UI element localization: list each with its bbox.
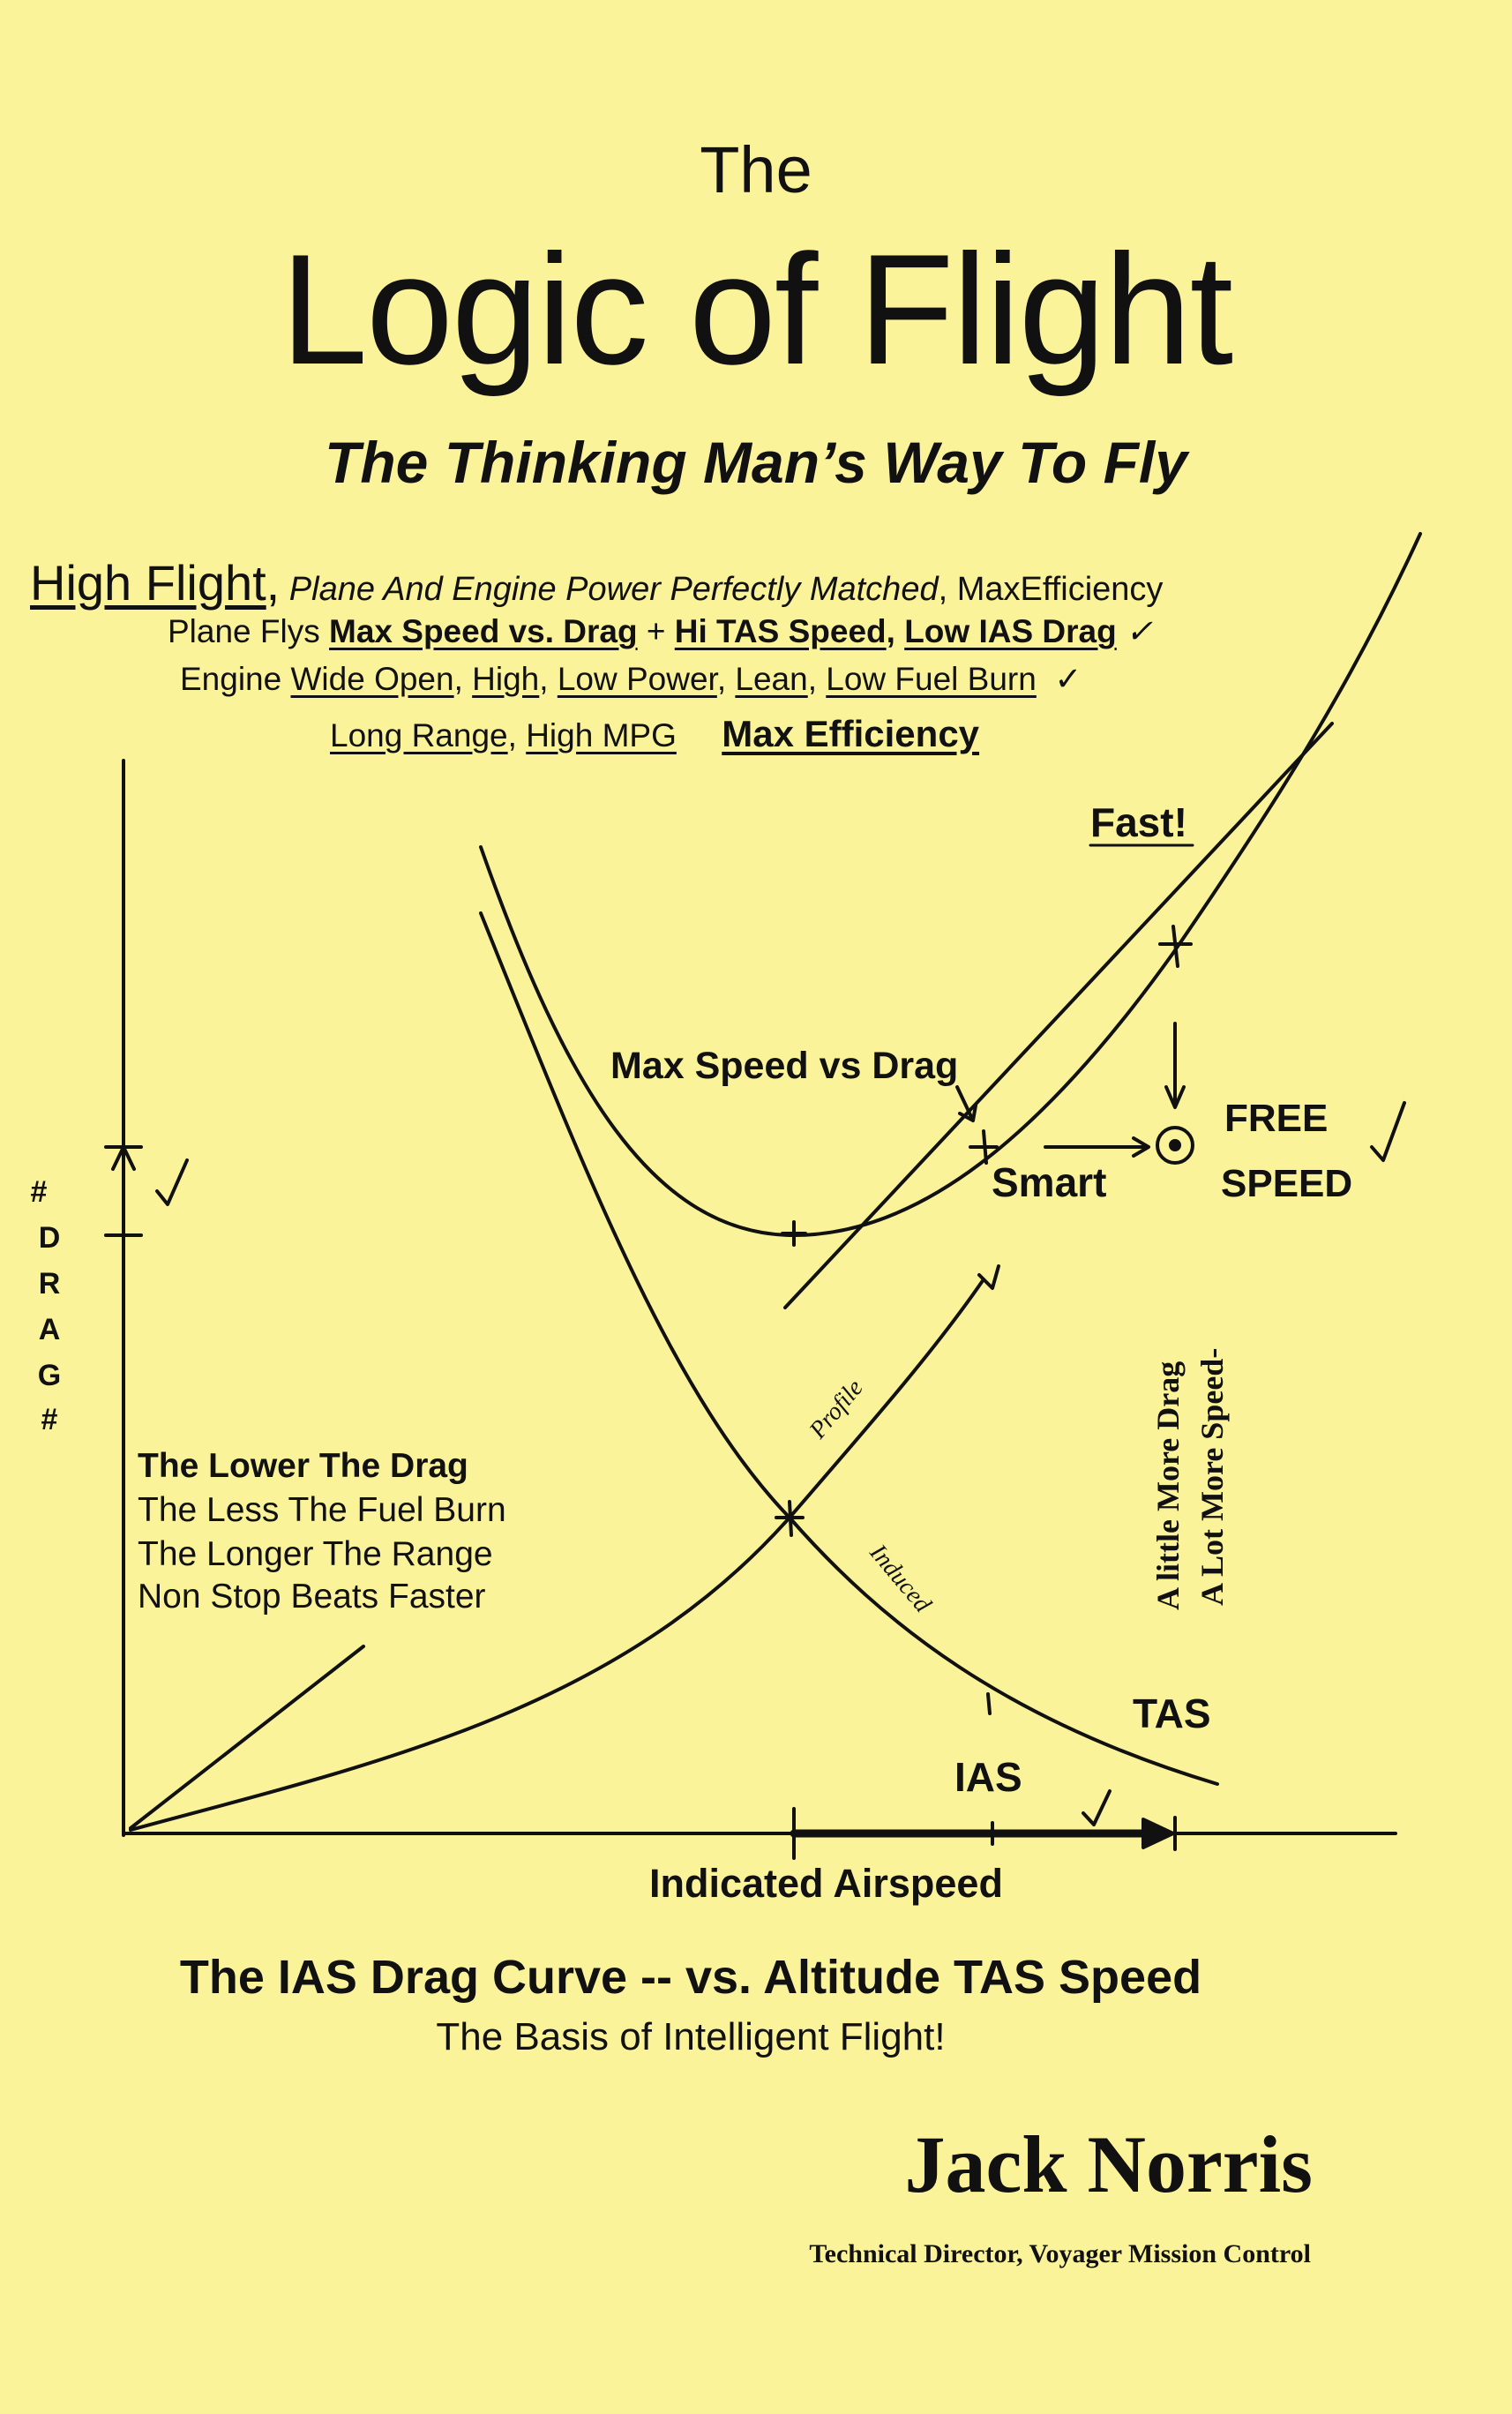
high-text: High [472,661,540,697]
ias-check-icon [1082,1789,1112,1826]
drag-arrow-head [111,1145,136,1171]
y-axis-letter: R [39,1267,61,1301]
caption-title: The IAS Drag Curve -- vs. Altitude TAS S… [179,1951,1202,2004]
tangent-line [783,722,1334,1309]
profile-label: Profile [804,1375,869,1444]
profile-drag-curve [129,1278,985,1832]
sep-text: , [886,613,905,649]
free-label: FREE [1224,1097,1328,1140]
ias-label: IAS [954,1754,1022,1800]
fast-tick-v [1171,925,1179,968]
caption-subtitle: The Basis of Intelligent Flight! [436,2015,946,2058]
induced-tick [986,1692,992,1715]
lean-text: Lean [735,661,808,697]
lower-drag-line-4: Non Stop Beats Faster [138,1578,486,1616]
subtitle: The Thinking Man’s Way To Fly [325,430,1187,495]
plane-flys-text: Plane Flys [168,613,330,649]
lower-drag-line-2: The Less The Fuel Burn [138,1491,506,1529]
plus-text: + [637,613,675,649]
check-mark-icon: ✓ [1126,613,1154,649]
free-speed-target-icon [1156,1126,1194,1165]
cross-tick-v [788,1500,793,1537]
y-axis-letter: # [31,1175,48,1209]
more-speed-label: A Lot More Speed- [1194,1348,1230,1606]
max-speed-vs-drag-text: Max Speed vs. Drag [329,613,638,649]
long-range-text: Long Range [330,717,508,753]
high-flight-line-1: High Flight, Plane And Engine Power Perf… [30,554,1163,611]
y-axis-letter: # [41,1403,58,1436]
max-efficiency-text: , MaxEfficiency [938,571,1164,608]
low-diagonal-line [129,1645,365,1830]
induced-drag-curve [479,911,1219,1786]
high-flight-line-3: Engine Wide Open, High, Low Power, Lean,… [180,661,1082,697]
high-flight-line-4: Long Range, High MPG Max Efficiency [330,713,980,754]
free-speed-target-dot [1169,1139,1181,1151]
smart-label: Smart [992,1159,1106,1205]
x-axis-label: Indicated Airspeed [649,1861,1003,1906]
low-ias-drag-text: Low IAS Drag [904,613,1117,649]
free-speed-check-icon [1370,1101,1406,1162]
high-flight-heading: High Flight [30,555,266,611]
smart-to-free-arrow-head [1132,1136,1150,1158]
hi-tas-speed-text: Hi TAS Speed [674,613,887,649]
high-flight-line-2: Plane Flys Max Speed vs. Drag + Hi TAS S… [168,612,1153,650]
speed-label: SPEED [1221,1162,1352,1205]
profile-end-check [977,1264,1000,1290]
engine-text: Engine [180,661,291,697]
tas-label: TAS [1133,1691,1211,1736]
drag-check-icon [155,1158,189,1206]
max-speed-vs-drag-label: Max Speed vs Drag [610,1045,958,1087]
wide-open-text: Wide Open [290,661,454,697]
fast-label: Fast! [1090,799,1187,845]
main-title: Logic of Flight [280,221,1233,397]
y-axis-letter: D [39,1221,61,1255]
heading-comma: , [266,555,281,611]
max-efficiency-heading: Max Efficiency [722,713,980,754]
y-axis-letter: G [38,1359,61,1392]
perfectly-matched-text: Plane And Engine Power Perfectly Matched [288,571,939,608]
lower-drag-line-3: The Longer The Range [138,1535,493,1573]
lower-drag-heading: The Lower The Drag [138,1447,468,1485]
speed-bar-arrow [1141,1818,1175,1849]
author-name: Jack Norris [904,2119,1313,2209]
low-fuel-burn-text: Low Fuel Burn [826,661,1037,697]
author-title: Technical Director, Voyager Mission Cont… [809,2239,1311,2268]
fast-down-arrow-head [1164,1085,1186,1109]
y-axis-letter: A [39,1313,61,1346]
smart-tick-v [982,1129,988,1165]
max-speed-pointer [955,1085,977,1122]
induced-label: Induced [864,1539,937,1619]
high-mpg-text: High MPG [526,717,677,753]
y-axis-label: # D R A G # [31,1175,62,1436]
low-power-text: Low Power [557,661,717,697]
more-drag-label: A little More Drag [1150,1361,1186,1610]
check-mark-icon: ✓ [1054,661,1082,697]
title-the: The [700,133,812,206]
